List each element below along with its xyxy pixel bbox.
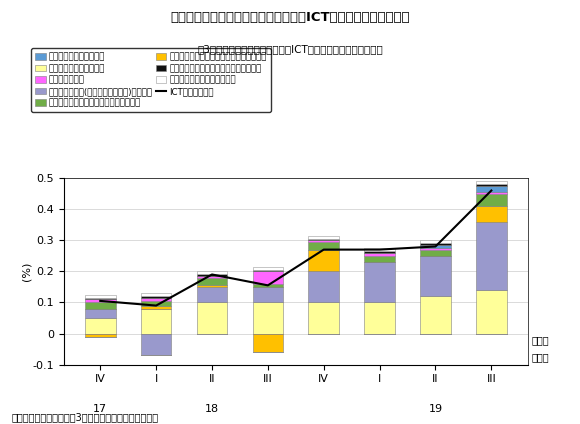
Bar bbox=[476, 206, 507, 222]
Bar bbox=[85, 334, 115, 337]
Bar bbox=[476, 184, 507, 186]
Bar bbox=[309, 271, 339, 302]
Y-axis label: (%): (%) bbox=[21, 262, 31, 281]
Legend: 固定電気通信業・寄与度, 移動電気通信業・寄与度, 放送業・寄与度, 情報サービス業(除くゲームソフト)・寄与度, インターネット附随サービス業・寄与度, コン: 固定電気通信業・寄与度, 移動電気通信業・寄与度, 放送業・寄与度, 情報サービ… bbox=[31, 48, 271, 112]
Bar bbox=[85, 295, 115, 298]
Bar bbox=[197, 276, 227, 278]
Bar bbox=[420, 243, 451, 245]
Bar bbox=[85, 299, 115, 302]
Bar bbox=[476, 186, 507, 192]
Text: （出所）経済産業省「第3次産業活動指数」より作成。: （出所）経済産業省「第3次産業活動指数」より作成。 bbox=[12, 412, 159, 422]
Bar bbox=[197, 287, 227, 302]
Bar bbox=[197, 274, 227, 276]
Bar bbox=[252, 270, 283, 271]
Bar bbox=[141, 309, 172, 334]
Text: 18: 18 bbox=[205, 404, 219, 413]
Text: （年）: （年） bbox=[532, 352, 550, 362]
Bar bbox=[197, 271, 227, 274]
Bar bbox=[85, 309, 115, 318]
Bar bbox=[252, 267, 283, 270]
Bar bbox=[364, 251, 395, 253]
Bar bbox=[420, 245, 451, 248]
Bar bbox=[309, 302, 339, 334]
Text: 第3次産業活動指数総合に占めるICT関連サービス指数の寄与度: 第3次産業活動指数総合に占めるICT関連サービス指数の寄与度 bbox=[197, 45, 383, 55]
Bar bbox=[476, 181, 507, 184]
Bar bbox=[476, 222, 507, 290]
Bar bbox=[197, 278, 227, 285]
Bar bbox=[85, 298, 115, 299]
Text: 図表３　第３次産業活動指数に占めるICT関連サービスの寄与度: 図表３ 第３次産業活動指数に占めるICT関連サービスの寄与度 bbox=[170, 11, 410, 24]
Bar bbox=[252, 334, 283, 352]
Bar bbox=[309, 236, 339, 239]
Bar bbox=[309, 242, 339, 250]
Bar bbox=[420, 296, 451, 334]
Bar bbox=[309, 250, 339, 271]
Bar bbox=[309, 239, 339, 240]
Bar bbox=[85, 302, 115, 309]
Bar bbox=[141, 293, 172, 296]
Bar bbox=[141, 334, 172, 355]
Bar bbox=[197, 302, 227, 334]
Bar bbox=[85, 318, 115, 334]
Bar bbox=[141, 301, 172, 306]
Text: 17: 17 bbox=[93, 404, 107, 413]
Bar bbox=[364, 302, 395, 334]
Bar bbox=[197, 285, 227, 287]
Bar bbox=[141, 298, 172, 301]
Bar bbox=[252, 287, 283, 302]
Bar bbox=[420, 250, 451, 256]
Bar bbox=[476, 194, 507, 206]
Bar bbox=[252, 284, 283, 287]
Bar bbox=[364, 253, 395, 256]
Text: 19: 19 bbox=[429, 404, 443, 413]
Bar bbox=[476, 192, 507, 194]
Bar bbox=[420, 256, 451, 296]
Bar bbox=[420, 240, 451, 243]
Bar bbox=[420, 248, 451, 250]
Bar bbox=[141, 296, 172, 298]
Bar bbox=[364, 262, 395, 302]
Bar bbox=[141, 306, 172, 309]
Bar bbox=[476, 290, 507, 334]
Bar bbox=[309, 240, 339, 242]
Text: （期）: （期） bbox=[532, 335, 550, 345]
Bar bbox=[252, 271, 283, 284]
Bar bbox=[364, 256, 395, 262]
Bar bbox=[364, 248, 395, 251]
Bar bbox=[252, 302, 283, 334]
